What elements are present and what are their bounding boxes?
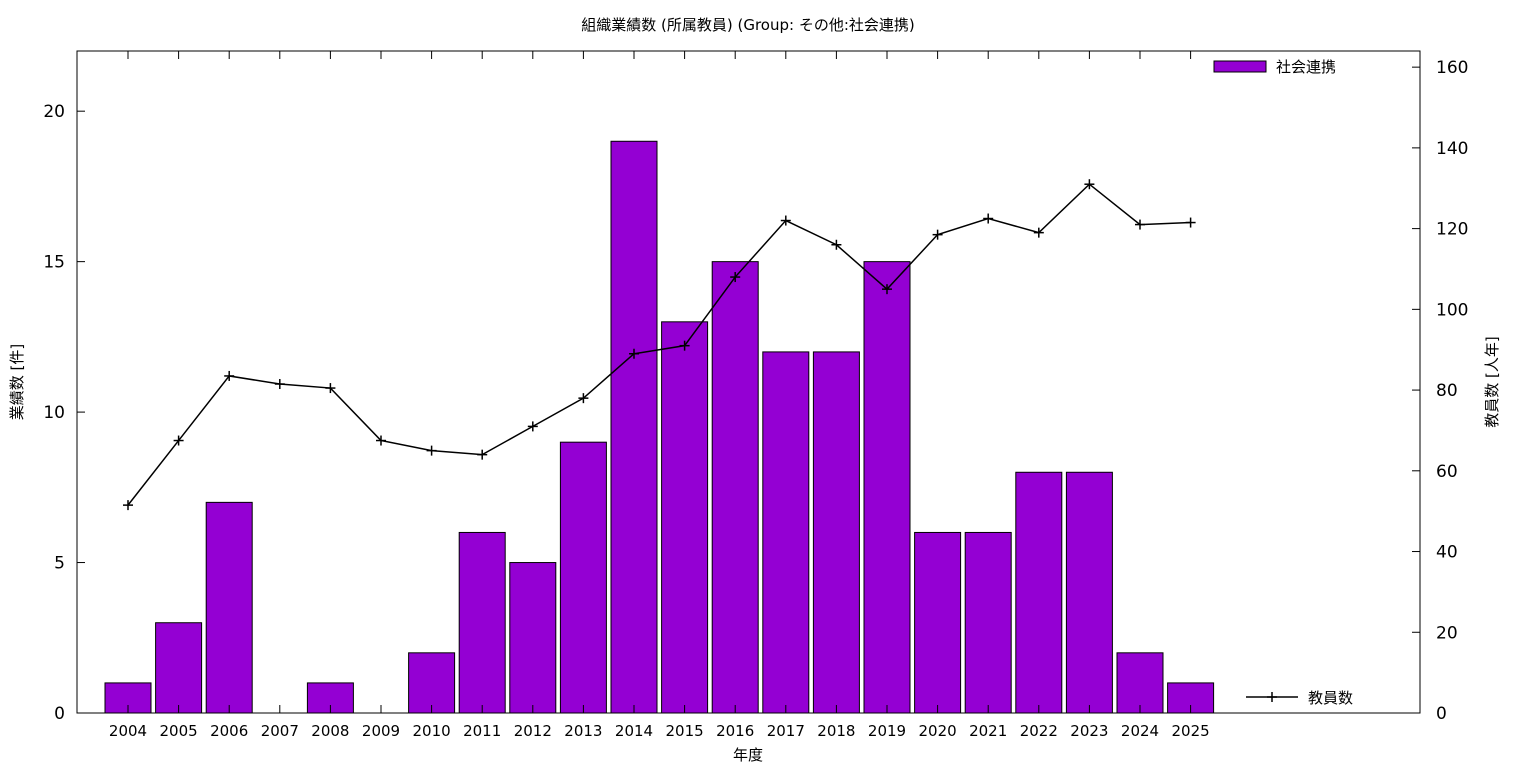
right-tick-label: 40 — [1436, 543, 1458, 563]
x-tick-label: 2005 — [160, 722, 198, 740]
right-axis: 0 20 40 60 80 100 120 140 160 — [1412, 58, 1468, 724]
right-tick-label: 20 — [1436, 623, 1458, 643]
right-tick-label: 60 — [1436, 462, 1458, 482]
point-2010 — [426, 445, 437, 456]
line-path — [127, 183, 1191, 506]
bar-2022 — [1015, 471, 1063, 714]
point-2018 — [831, 239, 842, 250]
x-tick-label: 2015 — [666, 722, 704, 740]
bar-2019 — [863, 261, 911, 714]
bar-2012 — [509, 562, 557, 714]
point-2007 — [274, 379, 285, 390]
y-axis-label: 業績数 [件] — [8, 344, 26, 420]
point-2025 — [1185, 217, 1196, 228]
right-tick-label: 80 — [1436, 381, 1458, 401]
bar-2021 — [964, 531, 1012, 714]
point-2006 — [224, 370, 235, 381]
point-2013 — [578, 393, 589, 404]
chart-title: 組織業績数 (所属教員) (Group: その他:社会連携) — [581, 16, 915, 34]
x-axis-label: 年度 — [733, 746, 763, 764]
x-tick-label: 2004 — [109, 722, 147, 740]
point-2012 — [527, 421, 538, 432]
point-2005 — [173, 435, 184, 446]
bar-2013 — [559, 441, 607, 714]
point-2024 — [1135, 219, 1145, 230]
x-tick-label: 2018 — [817, 722, 855, 740]
plot-frame — [76, 50, 1421, 714]
x-tick-label: 2023 — [1070, 722, 1108, 740]
x-axis: 2004 2005 2006 2007 2008 2009 2010 2011 2012 2013… — [109, 51, 1210, 740]
legend-line-label: 教員数 — [1308, 689, 1353, 707]
point-2015 — [679, 340, 690, 351]
left-tick-label: 5 — [54, 554, 65, 574]
point-2019 — [882, 284, 892, 295]
bar-2015 — [661, 321, 709, 714]
left-tick-label: 20 — [43, 102, 65, 122]
point-2017 — [780, 215, 791, 226]
bar-2024 — [1116, 652, 1164, 714]
bar-2020 — [914, 531, 962, 714]
point-2023 — [1084, 179, 1095, 190]
x-tick-label: 2010 — [413, 722, 451, 740]
legend-bar-label: 社会連携 — [1276, 58, 1336, 76]
x-tick-label: 2014 — [615, 722, 653, 740]
x-tick-label: 2017 — [767, 722, 805, 740]
point-2020 — [932, 229, 943, 240]
x-tick-label: 2024 — [1121, 722, 1159, 740]
point-2009 — [376, 435, 386, 446]
bar-2006 — [205, 501, 253, 714]
left-axis: 0 5 10 15 20 — [43, 102, 85, 724]
point-2016 — [730, 272, 741, 283]
x-tick-label: 2011 — [463, 722, 501, 740]
right-tick-label: 0 — [1436, 704, 1447, 724]
line-series — [123, 179, 1196, 511]
x-tick-label: 2025 — [1172, 722, 1210, 740]
bar-2010 — [408, 652, 456, 714]
bar-2017 — [762, 351, 810, 714]
y2-axis-label: 教員数 [人年] — [1483, 336, 1501, 427]
x-tick-label: 2013 — [564, 722, 602, 740]
point-2011 — [477, 449, 488, 460]
bar-2014 — [610, 140, 658, 714]
right-tick-label: 100 — [1436, 300, 1468, 320]
bar-2023 — [1065, 471, 1113, 714]
point-2004 — [123, 500, 133, 511]
x-tick-label: 2009 — [362, 722, 400, 740]
left-tick-label: 10 — [43, 403, 65, 423]
bar-2011 — [458, 531, 506, 714]
point-2014 — [629, 348, 639, 359]
x-tick-label: 2016 — [716, 722, 754, 740]
left-tick-label: 0 — [54, 704, 65, 724]
left-tick-label: 15 — [43, 253, 65, 273]
x-tick-label: 2006 — [210, 722, 248, 740]
x-tick-label: 2020 — [919, 722, 957, 740]
x-tick-label: 2019 — [868, 722, 906, 740]
point-2008 — [325, 383, 336, 394]
x-tick-label: 2021 — [969, 722, 1007, 740]
right-tick-label: 160 — [1436, 58, 1468, 78]
bar-series — [104, 140, 1215, 714]
x-tick-label: 2012 — [514, 722, 552, 740]
x-tick-label: 2007 — [261, 722, 299, 740]
x-tick-label: 2008 — [311, 722, 349, 740]
right-tick-label: 140 — [1436, 139, 1468, 159]
x-tick-label: 2022 — [1020, 722, 1058, 740]
right-tick-label: 120 — [1436, 220, 1468, 240]
bar-2016 — [711, 261, 759, 714]
bar-2018 — [812, 351, 860, 714]
point-2022 — [1033, 227, 1044, 238]
legend-bars: 社会連携 — [1213, 58, 1336, 76]
point-2021 — [983, 213, 994, 224]
legend-bar-swatch — [1213, 60, 1267, 73]
legend-line: 教員数 — [1246, 689, 1353, 707]
bar-2005 — [155, 622, 203, 714]
